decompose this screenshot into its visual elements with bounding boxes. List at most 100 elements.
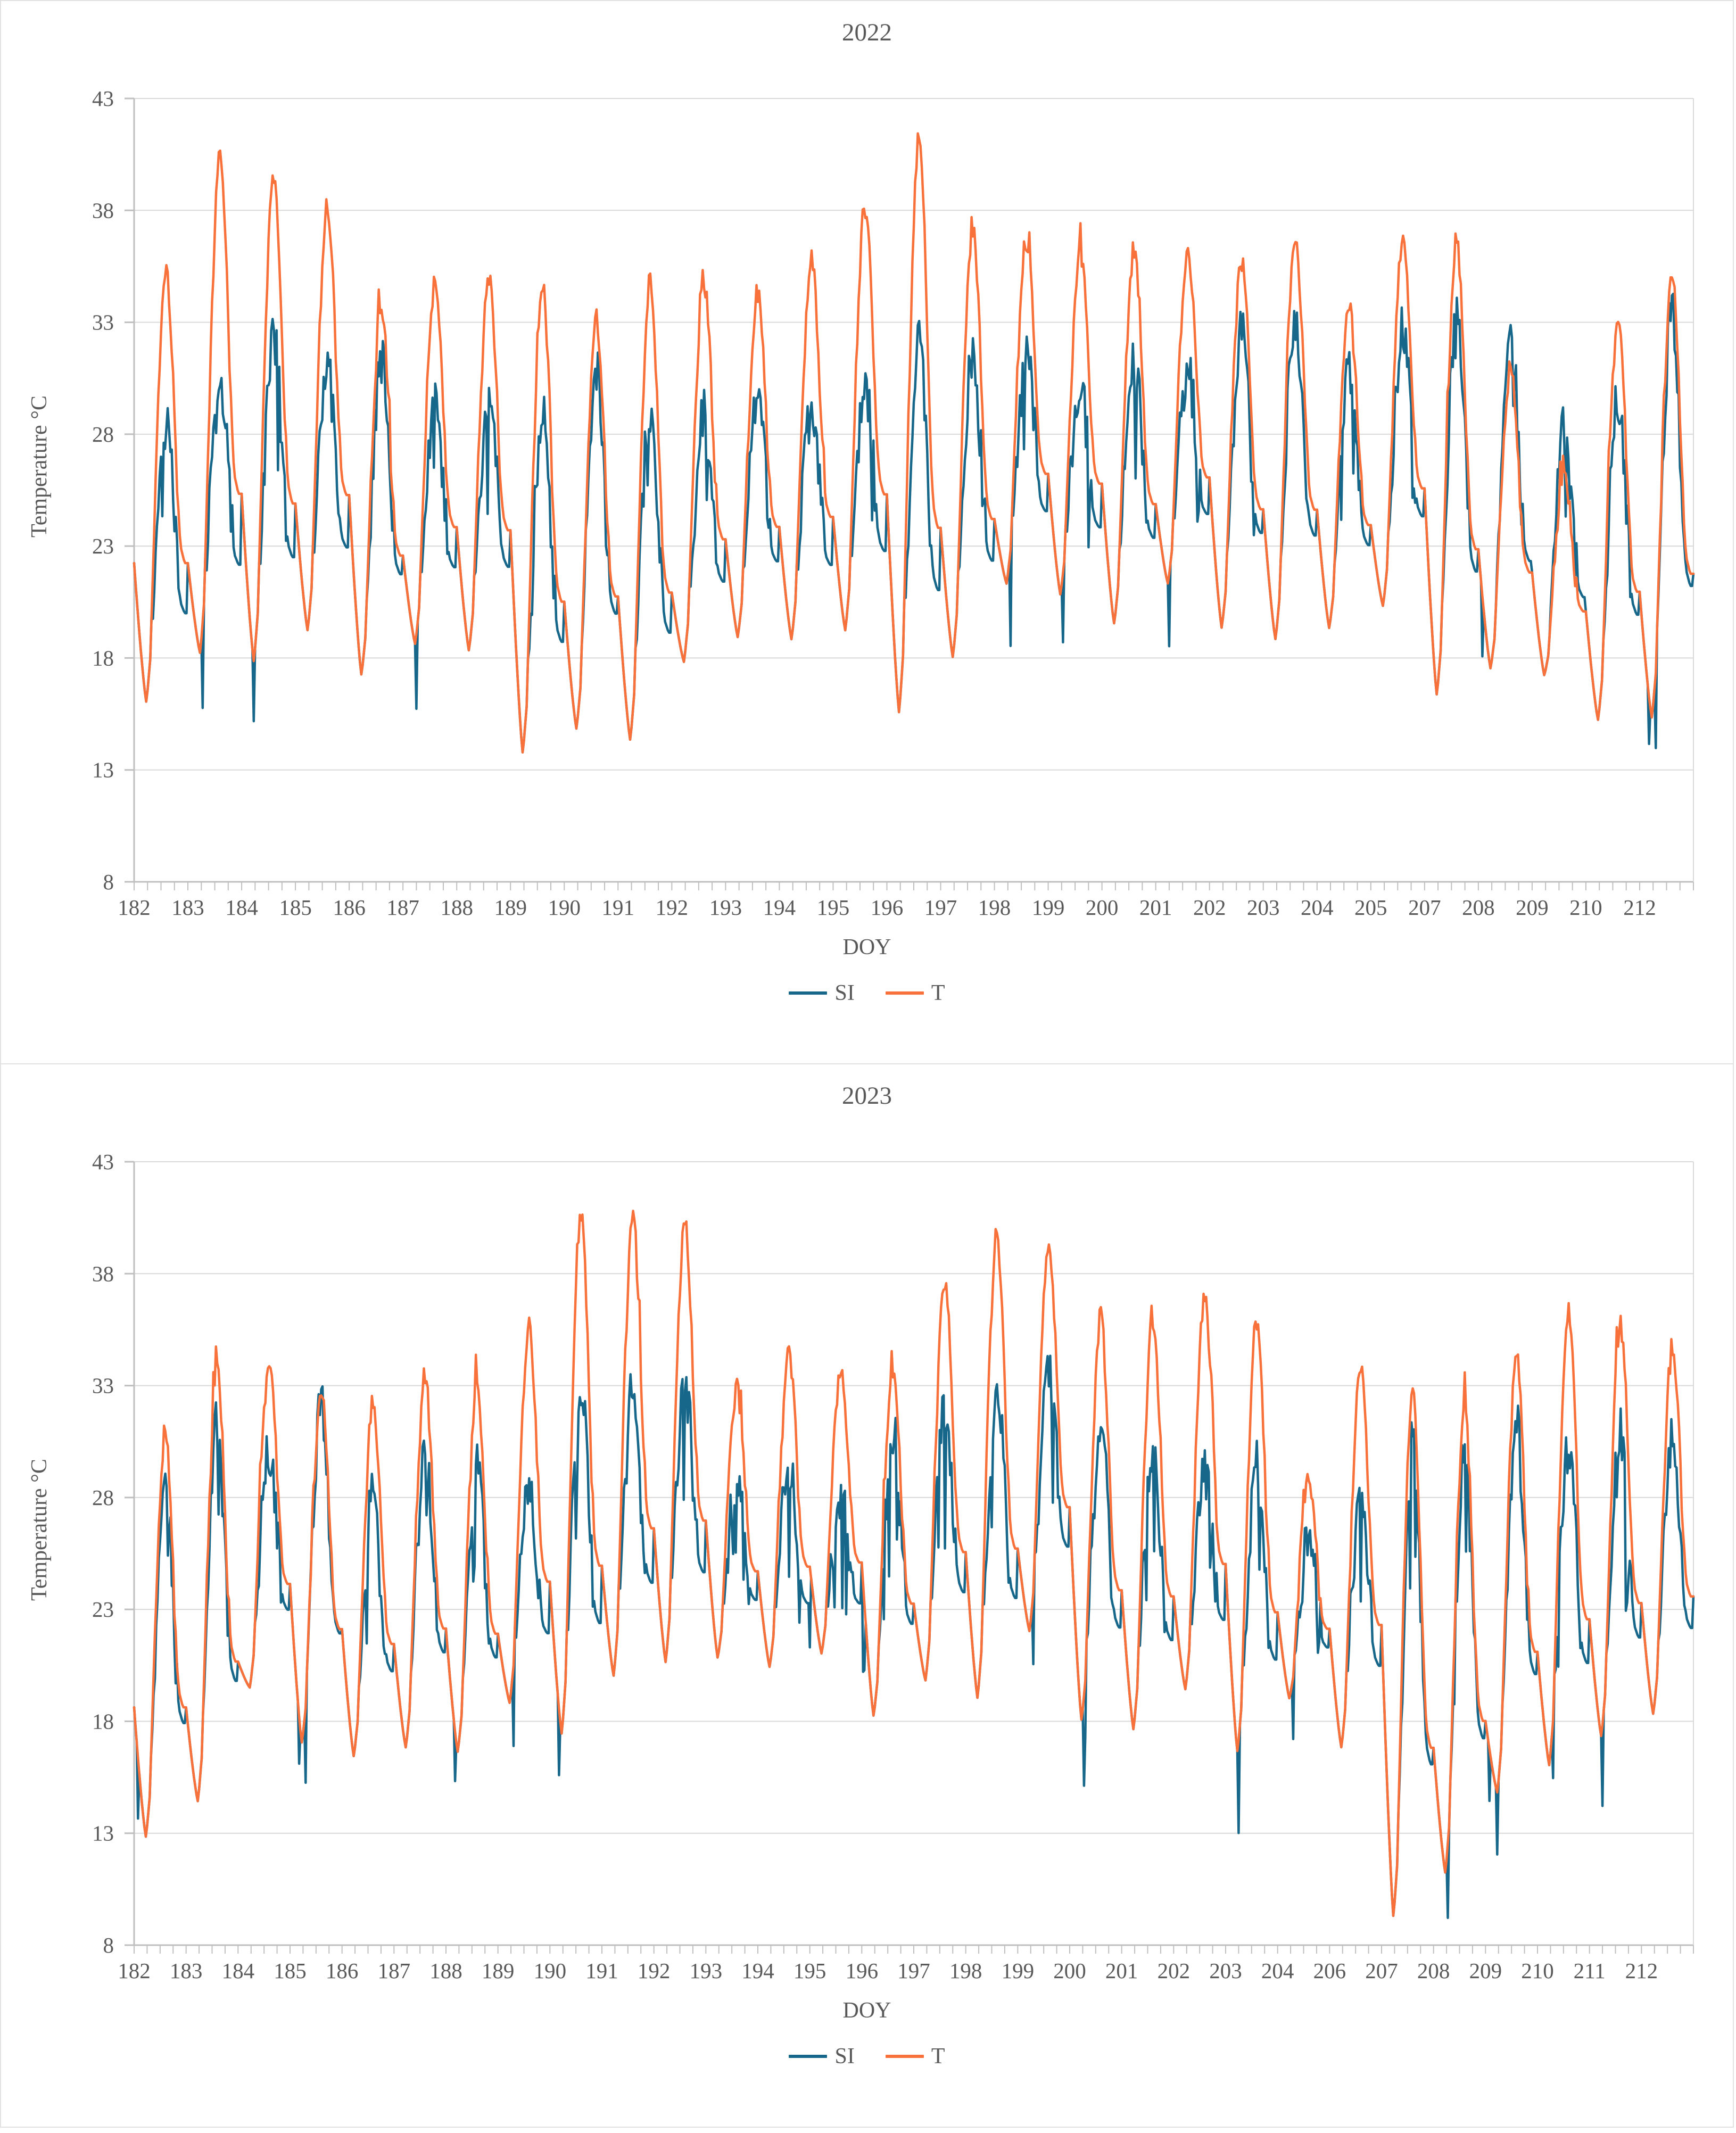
y-axis-title: Temperature °C [27,1459,52,1601]
chart-title-2022: 2022 [842,19,892,46]
plot-area-2023: 8 13 18 23 28 33 38 43 182 183 184 185 186 187 188 189 1… [92,1150,1695,1983]
x-tick-label: 209 [1516,895,1549,920]
x-tick-label: 210 [1569,895,1602,920]
t-series-line [133,132,1695,754]
x-tick-label: 193 [709,895,742,920]
x-tick-label: 201 [1139,895,1172,920]
x-tick-label: 190 [534,1958,567,1983]
x-axis-title: DOY [842,935,891,960]
x-tick-label: 182 [118,895,151,920]
x-tick-label: 196 [871,895,904,920]
y-tick-label: 18 [92,1709,114,1733]
x-tick-label: 186 [326,1958,359,1983]
y-tick-label: 8 [103,1933,114,1957]
x-tick-label: 199 [1032,895,1065,920]
y-tick-label: 43 [92,86,114,111]
x-tick-label: 184 [225,895,258,920]
y-tick-label: 13 [92,758,114,782]
x-tick-label: 199 [1002,1958,1035,1983]
t-line-swatch [885,991,924,995]
x-tick-label: 191 [585,1958,618,1983]
y-tick-label: 23 [92,534,114,558]
x-tick-label: 192 [638,1958,671,1983]
x-tick-label: 190 [548,895,581,920]
legend-label-t: T [931,981,945,1005]
x-tick-label: 188 [440,895,473,920]
x-tick-label: 212 [1625,1958,1658,1983]
si-line-swatch [789,991,828,995]
x-tick-label: 198 [949,1958,982,1983]
y-axis-title: Temperature °C [27,395,52,538]
x-tick-label: 203 [1209,1958,1242,1983]
x-tick-label: 208 [1462,895,1495,920]
legend-label-si: SI [834,2044,855,2069]
x-tick-label: 196 [846,1958,879,1983]
t-line-swatch [885,2055,924,2058]
y-tick-label: 43 [92,1150,114,1174]
si-line-swatch [789,2055,828,2058]
x-axis-title: DOY [842,1998,891,2023]
x-tick-label: 191 [602,895,635,920]
x-tick-label: 210 [1521,1958,1554,1983]
x-tick-label: 207 [1408,895,1441,920]
y-tick-label: 38 [92,1261,114,1286]
x-tick-label: 204 [1301,895,1334,920]
x-tick-label: 189 [482,1958,515,1983]
x-tick-label: 204 [1261,1958,1294,1983]
x-tick-label: 182 [118,1958,151,1983]
x-tick-label: 195 [817,895,850,920]
x-tick-label: 206 [1313,1958,1346,1983]
x-tick-label: 184 [222,1958,255,1983]
y-tick-label: 13 [92,1821,114,1846]
chart-panel-2023: 2023 Temperature °C 8 13 18 23 28 33 38 43 182 18… [0,1063,1734,2128]
x-tick-label: 186 [333,895,366,920]
y-tick-label: 23 [92,1597,114,1622]
x-tick-label: 194 [763,895,796,920]
x-tick-label: 203 [1247,895,1280,920]
x-tick-label: 200 [1053,1958,1086,1983]
x-tick-label: 209 [1469,1958,1502,1983]
x-tick-label: 185 [274,1958,307,1983]
x-tick-label: 197 [897,1958,930,1983]
chart-panel-2022: 2022 Temperature °C 8 13 18 23 28 33 38 43 182 18… [0,0,1734,1064]
plot-area-2022: 8 13 18 23 28 33 38 43 182 183 184 185 186 187 188 189 1… [92,86,1695,920]
y-tick-label: 38 [92,198,114,222]
x-tick-label: 183 [171,895,204,920]
legend-item-t: T [885,980,945,1006]
x-tick-label: 195 [793,1958,826,1983]
plot-wrap-2022: Temperature °C 8 13 18 23 28 33 38 43 182 183 184 1… [1,53,1733,926]
x-tick-label: 187 [378,1958,411,1983]
x-tick-label: 200 [1086,895,1119,920]
x-tick-label: 197 [924,895,957,920]
x-tick-label: 202 [1158,1958,1191,1983]
x-tick-label: 194 [741,1958,774,1983]
y-tick-label: 28 [92,1485,114,1510]
x-tick-label: 183 [170,1958,203,1983]
y-tick-label: 28 [92,422,114,447]
t-series-line [133,1210,1695,1917]
y-tick-label: 33 [92,310,114,335]
y-tick-label: 33 [92,1374,114,1398]
si-series-line [133,292,1695,754]
y-tick-label: 8 [103,870,114,894]
x-tick-label: 185 [279,895,312,920]
legend-2022: SI T [1,980,1733,1006]
legend-item-si: SI [789,2044,855,2069]
plot-wrap-2023: Temperature °C 8 13 18 23 28 33 38 43 182 183 184 1… [1,1117,1733,1989]
chart-title-2023: 2023 [842,1082,892,1110]
y-tick-label: 18 [92,646,114,670]
x-tick-label: 205 [1354,895,1387,920]
legend-item-t: T [885,2044,945,2069]
x-tick-label: 188 [429,1958,462,1983]
x-tick-label: 187 [386,895,419,920]
x-tick-label: 212 [1623,895,1656,920]
x-tick-label: 198 [978,895,1011,920]
x-tick-label: 202 [1193,895,1226,920]
x-tick-label: 211 [1574,1958,1606,1983]
legend-2023: SI T [1,2044,1733,2069]
x-tick-label: 193 [690,1958,723,1983]
legend-label-si: SI [834,981,855,1005]
x-tick-label: 189 [494,895,527,920]
x-tick-label: 208 [1417,1958,1450,1983]
legend-label-t: T [931,2044,945,2069]
